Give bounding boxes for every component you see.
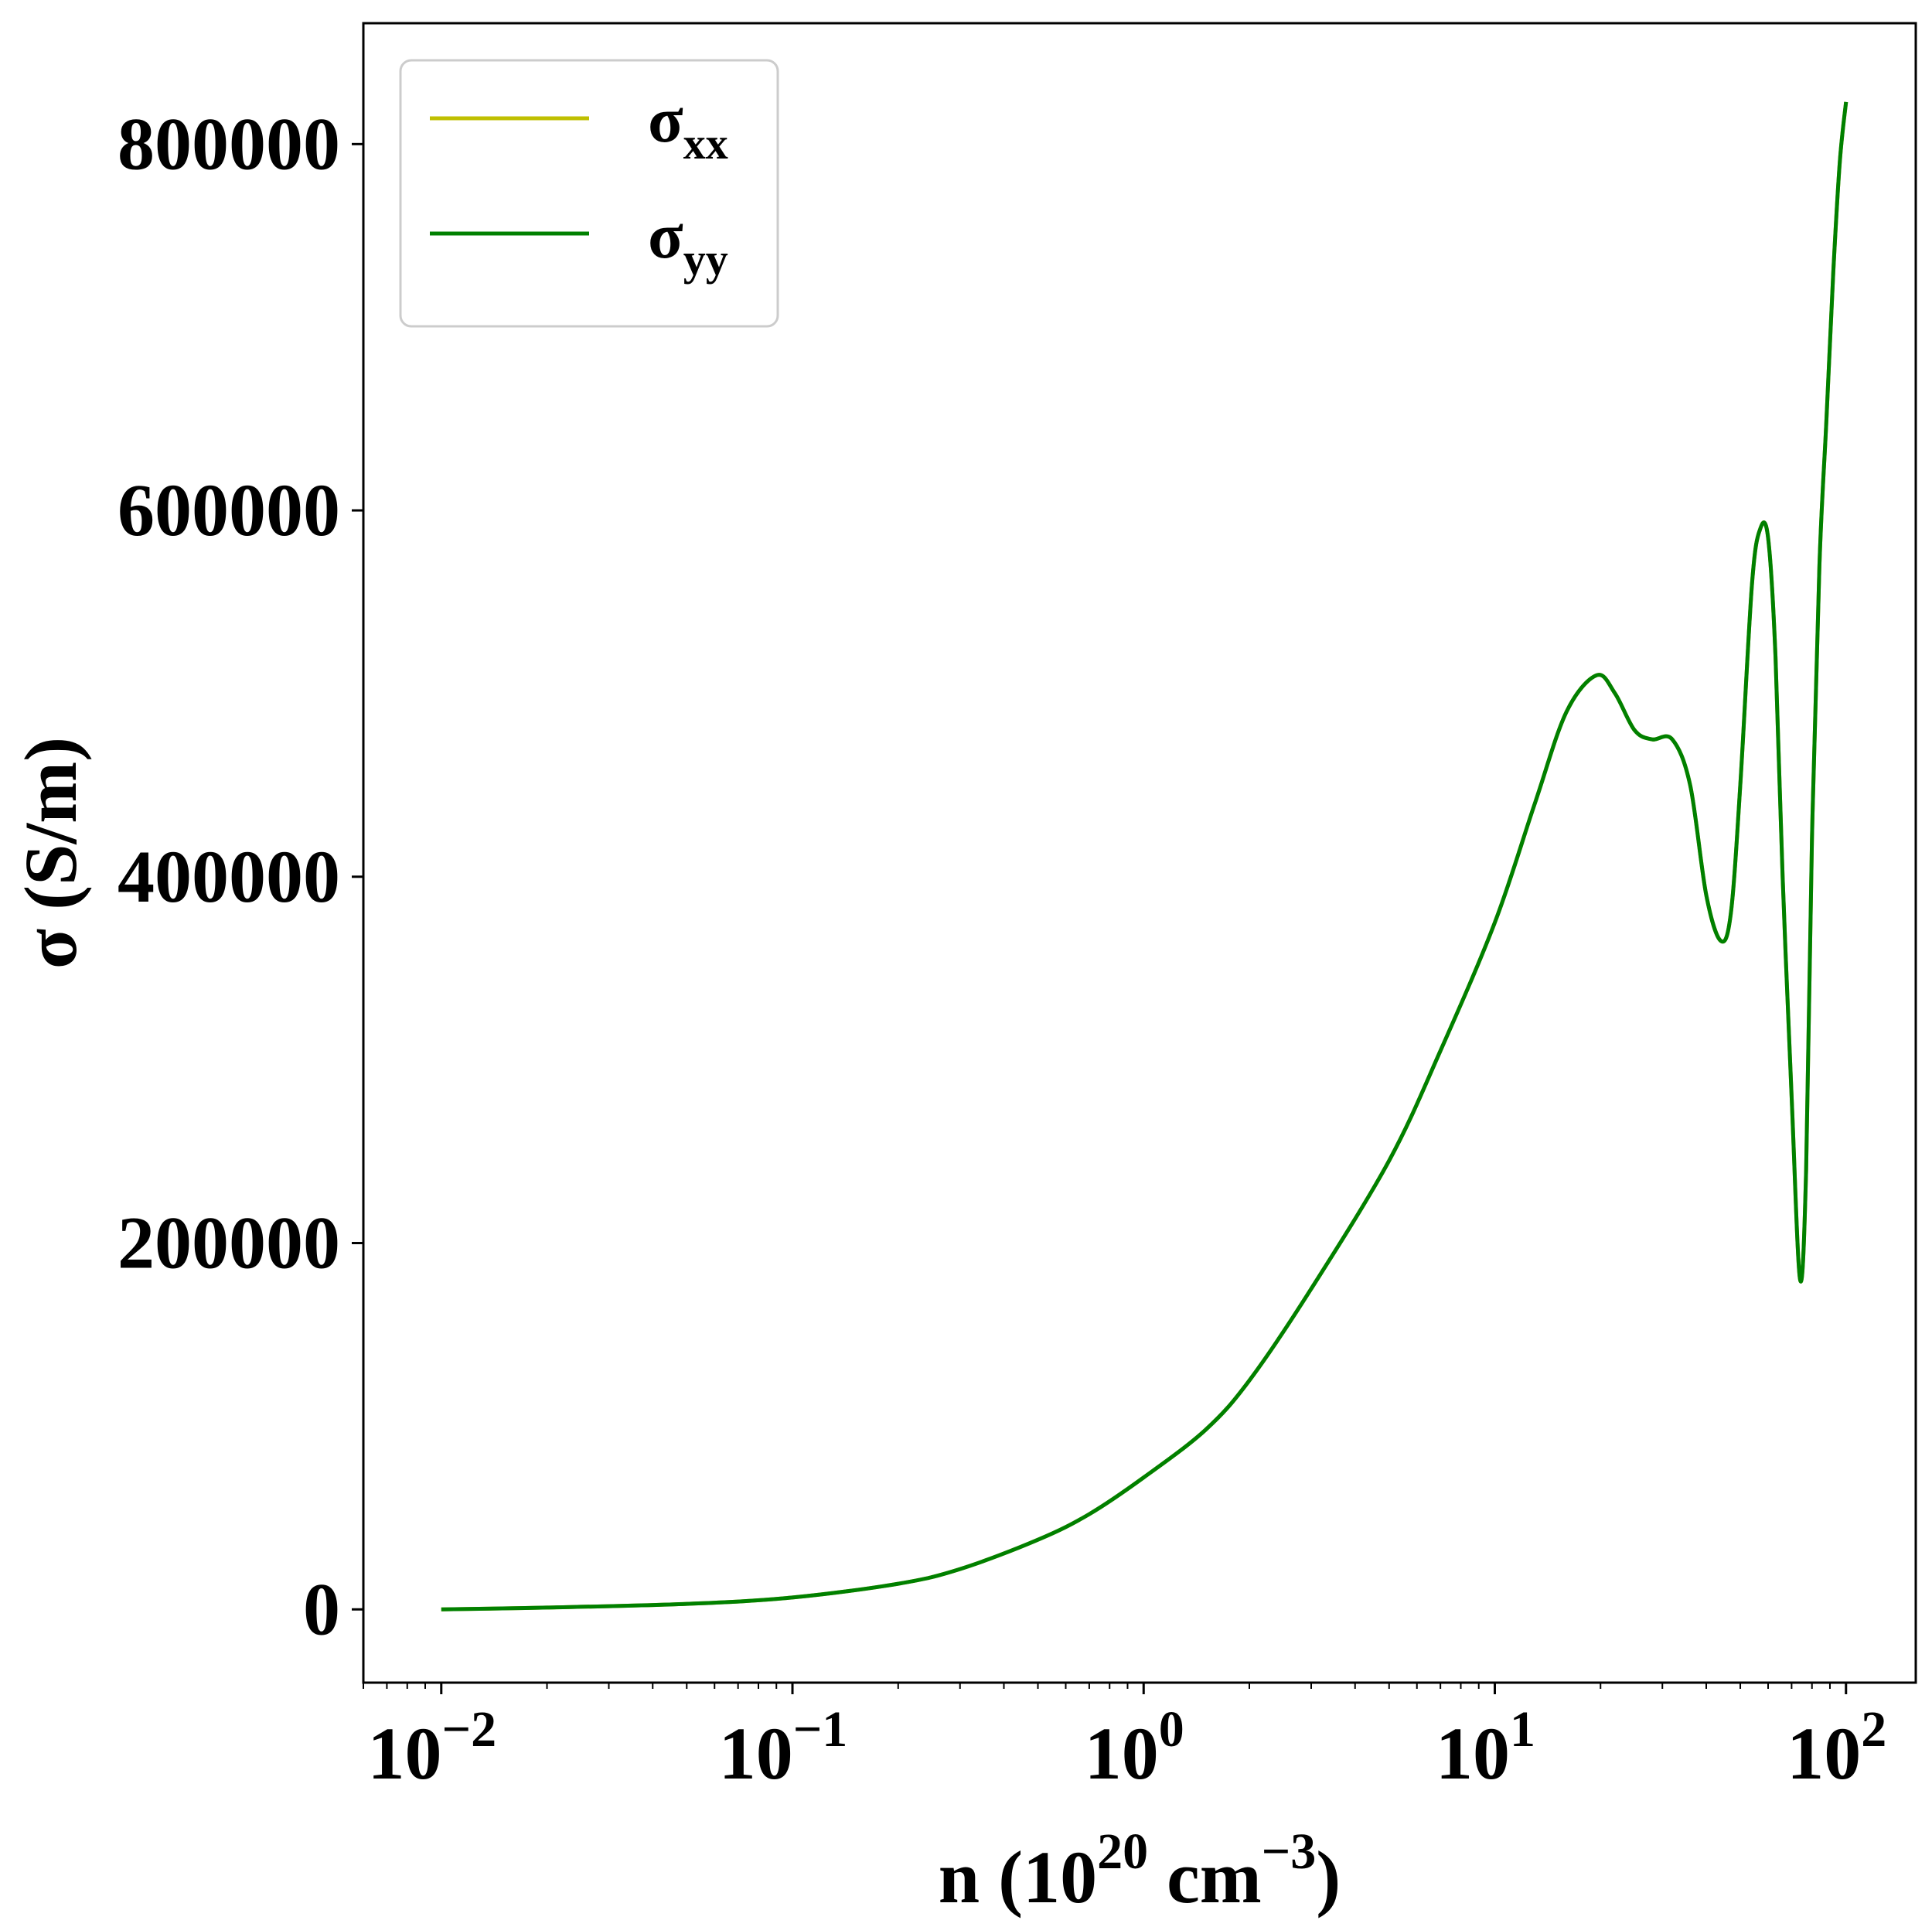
x-tick-label: 101 xyxy=(1436,1701,1535,1795)
legend-box xyxy=(399,59,779,328)
series-line-yy xyxy=(441,101,1849,1612)
y-axis-label: σ (S/m) xyxy=(9,737,92,969)
y-tick-label: 400000 xyxy=(118,835,340,918)
x-axis-label: n (1020 cm−3) xyxy=(939,1823,1341,1918)
x-axis-ticks: 10−2 10−1 100 101 102 xyxy=(363,1683,1886,1795)
y-tick-label: 200000 xyxy=(118,1202,340,1284)
y-tick-label: 0 xyxy=(303,1567,340,1650)
x-tick-label: 100 xyxy=(1085,1701,1184,1795)
legend-label-sigma-yy: σyy xyxy=(648,200,728,285)
legend-label-sigma-xx: σxx xyxy=(648,84,728,169)
plot-frame xyxy=(362,22,1917,1684)
x-tick-label: 10−1 xyxy=(719,1701,848,1795)
y-tick-label: 600000 xyxy=(118,469,340,551)
x-tick-label: 10−2 xyxy=(367,1701,496,1795)
y-tick-label: 800000 xyxy=(118,102,340,185)
series-layer xyxy=(441,101,1849,1612)
x-tick-label: 102 xyxy=(1787,1701,1886,1795)
legend: σxx σyy xyxy=(399,59,779,328)
y-axis-ticks: 0 200000 400000 600000 800000 xyxy=(118,102,363,1650)
